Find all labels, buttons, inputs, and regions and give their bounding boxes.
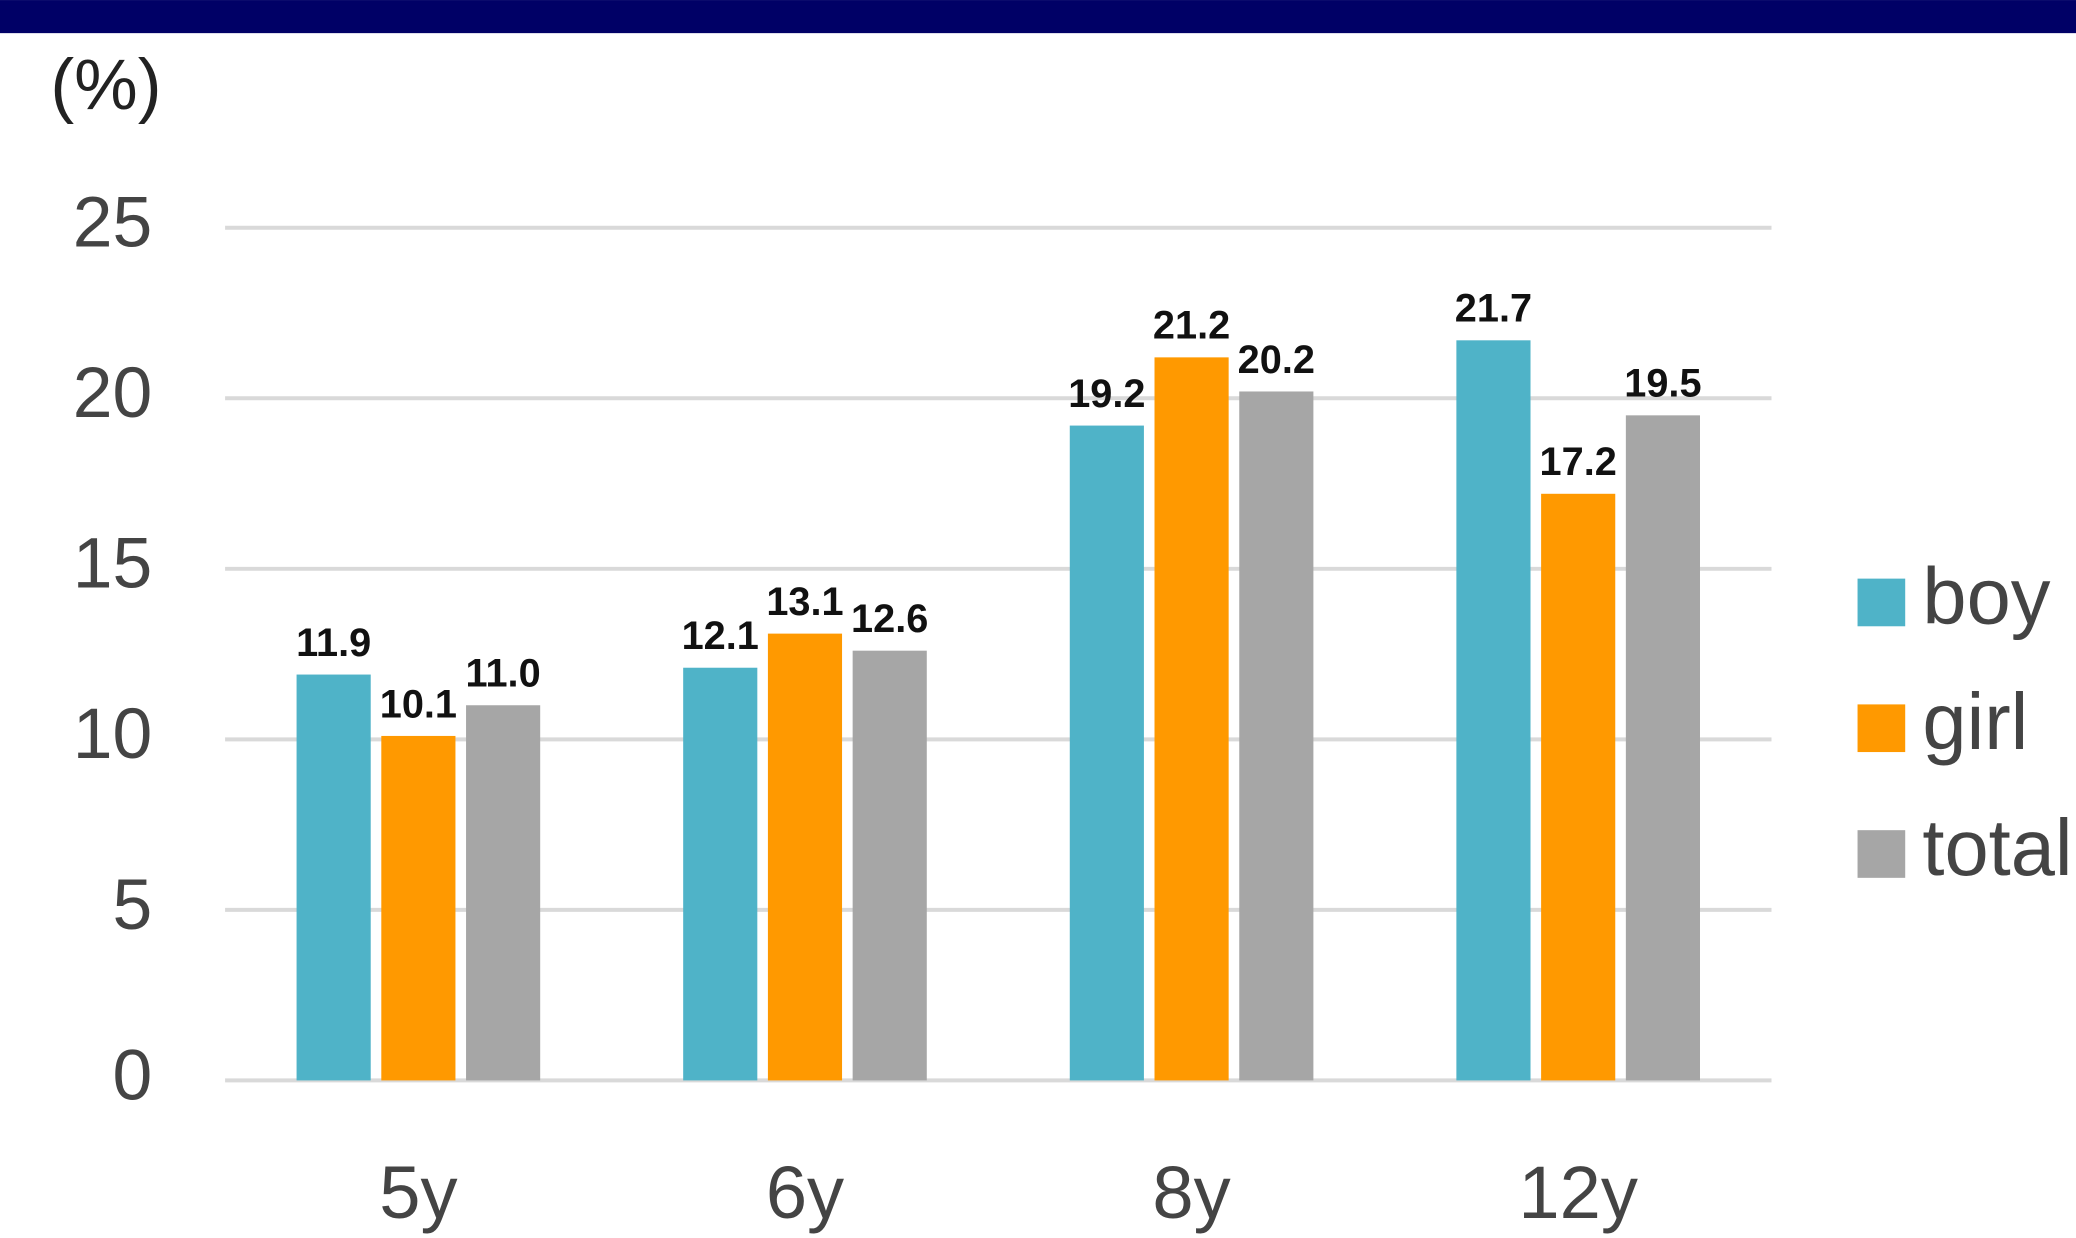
bar <box>1154 357 1229 1081</box>
legend-label: total <box>1922 803 2072 892</box>
data-label: 20.2 <box>1238 338 1315 382</box>
y-tick-label: 10 <box>73 694 153 774</box>
bar <box>296 674 371 1081</box>
data-label: 11.9 <box>296 621 371 665</box>
y-tick-label: 5 <box>112 865 152 945</box>
header-bar <box>0 0 2076 34</box>
data-label: 10.1 <box>380 682 457 726</box>
data-label: 11.0 <box>466 652 541 696</box>
legend-swatch <box>1857 578 1906 627</box>
data-label: 19.5 <box>1624 362 1701 406</box>
legend-label: girl <box>1922 677 2028 766</box>
bar <box>852 650 927 1081</box>
y-tick-label: 20 <box>73 353 153 433</box>
y-axis-label: (%) <box>50 45 161 125</box>
data-label: 12.1 <box>682 614 759 658</box>
legend-swatch <box>1857 830 1906 878</box>
data-label: 17.2 <box>1540 440 1617 484</box>
legend-label: boy <box>1922 551 2050 640</box>
x-tick-label: 12y <box>1518 1151 1638 1234</box>
bar <box>1239 391 1314 1081</box>
bar <box>381 735 456 1081</box>
bar <box>1069 425 1144 1081</box>
y-tick-label: 25 <box>73 183 153 263</box>
data-label: 21.2 <box>1153 304 1230 348</box>
y-tick-label: 15 <box>73 524 153 604</box>
data-label: 19.2 <box>1068 372 1145 416</box>
bar <box>683 667 758 1081</box>
data-label: 13.1 <box>766 580 843 624</box>
data-label: 12.6 <box>851 597 928 641</box>
x-tick-label: 8y <box>1152 1151 1230 1234</box>
bar <box>1456 340 1531 1081</box>
x-tick-label: 6y <box>766 1151 844 1234</box>
legend-swatch <box>1857 704 1906 753</box>
bar <box>1541 493 1616 1081</box>
y-tick-label: 0 <box>112 1035 152 1115</box>
bar <box>1625 415 1700 1081</box>
data-label: 21.7 <box>1455 287 1532 331</box>
bar <box>767 633 843 1081</box>
bar <box>466 705 541 1081</box>
x-tick-label: 5y <box>379 1151 457 1234</box>
